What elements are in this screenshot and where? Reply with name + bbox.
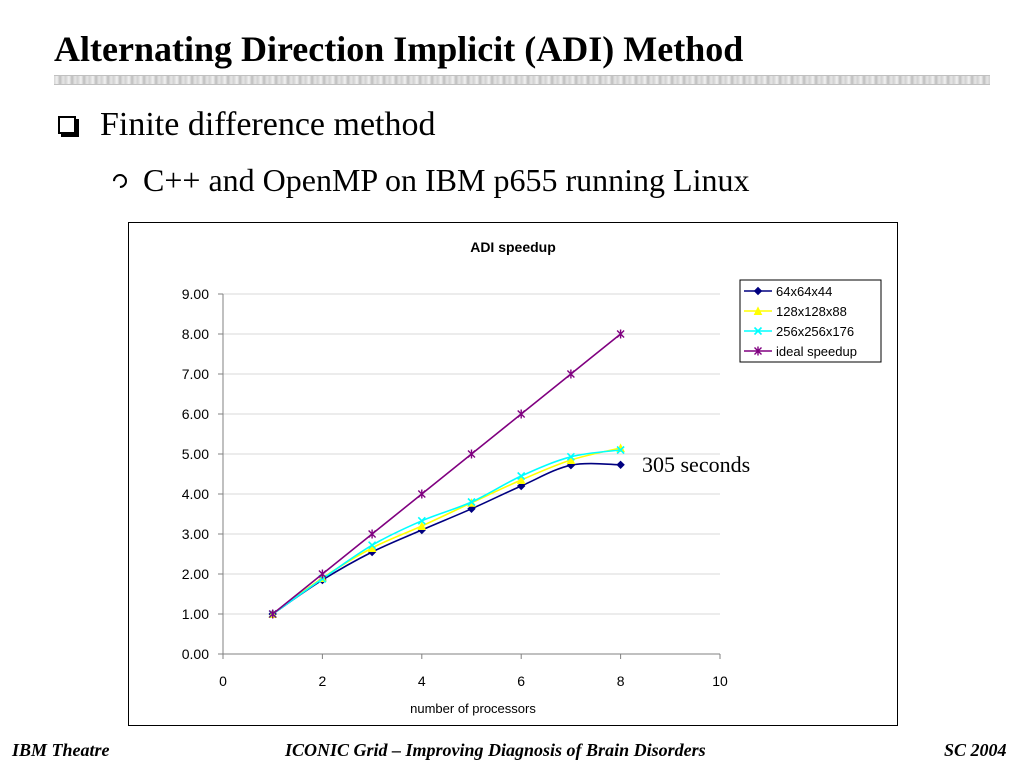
legend-label-ideal-speedup: ideal speedup <box>776 344 857 359</box>
data-point-ideal-speedup <box>616 329 625 339</box>
data-point-256x256x176 <box>566 452 575 461</box>
data-point-128x128x88 <box>417 521 427 530</box>
chart-annotation: 305 seconds <box>642 452 751 477</box>
data-point-256x256x176 <box>368 541 377 550</box>
y-tick-label: 1.00 <box>182 606 209 622</box>
series-256x256x176 <box>268 445 625 619</box>
legend-marker-64x64x44 <box>753 286 763 296</box>
data-point-ideal-speedup <box>368 529 377 539</box>
chart-legend: 64x64x44 128x128x88 256x256x176 ideal speed… <box>739 279 882 363</box>
bullet-level-2-text: C++ and OpenMP on IBM p655 running Linux <box>143 162 750 198</box>
y-tick-label: 2.00 <box>182 566 209 582</box>
data-point-ideal-speedup <box>467 449 476 459</box>
circle-bullet-icon <box>110 170 130 191</box>
x-tick-label: 10 <box>712 673 728 689</box>
x-tick-label: 6 <box>517 673 525 689</box>
chart-title: ADI speedup <box>470 239 556 255</box>
data-point-256x256x176 <box>616 445 625 455</box>
series-line-64x64x44 <box>272 462 621 615</box>
square-bullet-icon <box>58 116 76 134</box>
footer-center: ICONIC Grid – Improving Diagnosis of Bra… <box>285 740 706 760</box>
x-tick-label: 4 <box>418 673 426 689</box>
data-point-ideal-speedup <box>417 489 426 499</box>
x-tick-label: 0 <box>219 673 227 689</box>
y-tick-label: 7.00 <box>182 366 209 382</box>
series-128x128x88 <box>268 443 625 618</box>
legend-label-64x64x44: 64x64x44 <box>776 284 832 299</box>
legend-marker-ideal-speedup <box>754 346 762 356</box>
data-point-128x128x88 <box>516 475 526 484</box>
chart-frame: ADI speedup number of processors 0.00 1.0… <box>128 222 898 726</box>
legend-marker-128x128x88 <box>753 306 763 315</box>
bullet-level-1-text: Finite difference method <box>100 106 436 143</box>
data-point-256x256x176 <box>467 497 476 507</box>
legend-label-256x256x176: 256x256x176 <box>776 324 854 339</box>
data-point-64x64x44 <box>616 460 625 470</box>
series-line-ideal-speedup <box>272 333 622 615</box>
footer-left: IBM Theatre <box>12 740 110 760</box>
slide-title: Alternating Direction Implicit (ADI) Met… <box>54 29 744 69</box>
y-tick-label: 9.00 <box>182 286 209 302</box>
bullet-level-1: Finite difference method <box>58 106 435 144</box>
x-tick-label: 8 <box>617 673 625 689</box>
data-point-ideal-speedup <box>566 369 575 379</box>
y-tick-label: 3.00 <box>182 526 209 542</box>
data-point-128x128x88 <box>566 455 576 464</box>
x-tick-label: 2 <box>319 673 327 689</box>
series-ideal-speedup <box>268 329 625 619</box>
y-tick-label: 0.00 <box>182 646 209 662</box>
data-point-256x256x176 <box>417 516 426 525</box>
y-tick-label: 6.00 <box>182 406 209 422</box>
series-line-256x256x176 <box>272 449 621 615</box>
y-tick-label: 5.00 <box>182 446 209 462</box>
y-tick-label: 4.00 <box>182 486 209 502</box>
data-point-256x256x176 <box>517 471 526 481</box>
speedup-chart: ADI speedup number of processors 0.00 1.0… <box>182 239 882 716</box>
data-point-64x64x44 <box>516 481 526 491</box>
data-point-64x64x44 <box>467 504 476 514</box>
title-underline-bar <box>54 75 990 85</box>
data-point-ideal-speedup <box>517 409 526 419</box>
series-line-128x128x88 <box>272 447 621 615</box>
legend-box <box>739 279 882 363</box>
data-point-ideal-speedup <box>268 609 277 619</box>
series-64x64x44 <box>268 460 625 619</box>
legend-label-128x128x88: 128x128x88 <box>776 304 847 319</box>
x-axis-label: number of processors <box>410 701 536 716</box>
bullet-level-2: C++ and OpenMP on IBM p655 running Linux <box>110 162 750 199</box>
data-point-ideal-speedup <box>318 569 327 579</box>
footer-right: SC 2004 <box>944 740 1007 760</box>
y-tick-label: 8.00 <box>182 326 209 342</box>
legend-marker-256x256x176 <box>753 326 763 336</box>
